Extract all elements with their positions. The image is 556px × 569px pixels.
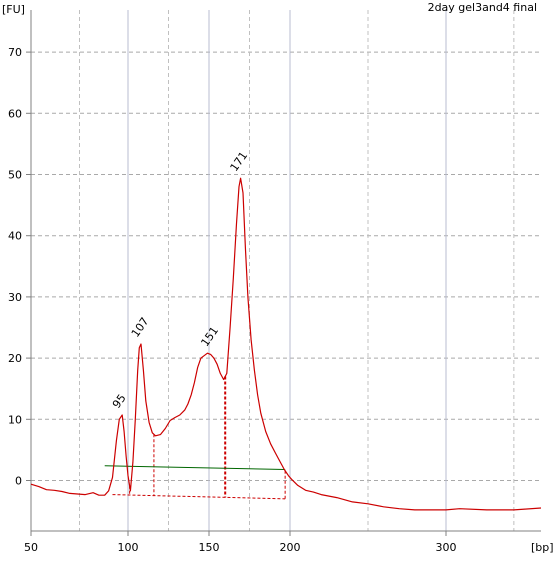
x-tick-label: 300	[436, 541, 457, 554]
y-tick-label: 70	[8, 46, 22, 59]
grid-lines	[31, 10, 541, 531]
axes	[30, 10, 541, 532]
peak-label: 151	[198, 324, 221, 349]
region-bottom-line	[112, 494, 286, 500]
baseline-line	[104, 465, 286, 470]
y-tick-label: 30	[8, 291, 22, 304]
y-tick-label: 0	[15, 475, 22, 488]
x-tick-labels: 50 100 150 200 300	[24, 531, 457, 554]
x-tick-label: 50	[24, 541, 38, 554]
x-tick-label: 100	[118, 541, 139, 554]
series	[30, 177, 542, 511]
chart-title: 2day gel3and4 final	[428, 1, 537, 14]
x-axis-unit-label: [bp]	[531, 541, 554, 554]
peak-labels: 95 107 151 171	[110, 149, 250, 411]
y-axis-unit-label: [FU]	[2, 3, 25, 16]
peak-label: 171	[228, 149, 251, 174]
y-tick-labels: 0 10 20 30 40 50 60 70	[8, 46, 31, 488]
y-tick-label: 40	[8, 230, 22, 243]
x-tick-label: 150	[199, 541, 220, 554]
y-tick-label: 50	[8, 169, 22, 182]
y-tick-label: 10	[8, 413, 22, 426]
x-tick-label: 200	[280, 541, 301, 554]
y-tick-label: 60	[8, 107, 22, 120]
baseline	[104, 465, 286, 470]
peak-label: 95	[110, 392, 129, 411]
series-trace	[30, 177, 542, 511]
peak-label: 107	[129, 315, 152, 340]
y-tick-label: 20	[8, 352, 22, 365]
